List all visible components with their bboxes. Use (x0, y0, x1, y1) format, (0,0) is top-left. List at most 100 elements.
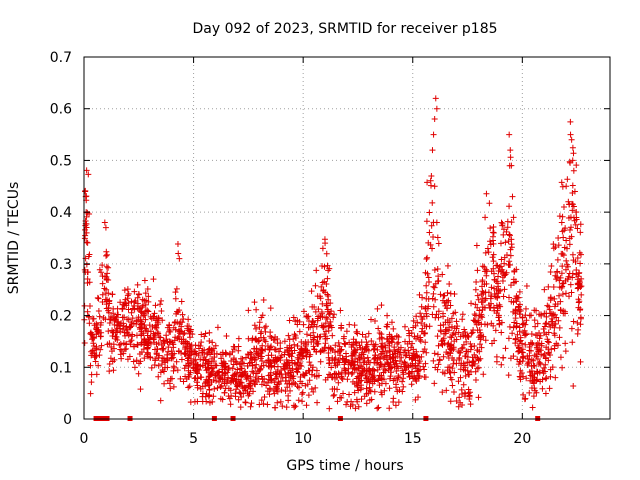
data-point (524, 360, 531, 367)
data-point (466, 393, 473, 400)
data-point (376, 382, 383, 389)
data-point (516, 288, 523, 295)
data-point (164, 351, 171, 358)
data-point (326, 311, 333, 318)
data-point (329, 332, 336, 339)
data-point (242, 384, 249, 391)
data-point (402, 352, 409, 359)
data-point (383, 335, 390, 342)
data-point (88, 371, 95, 378)
data-point (533, 351, 540, 358)
data-point (358, 396, 365, 403)
data-point (295, 365, 302, 372)
data-point (393, 381, 400, 388)
data-point (443, 387, 450, 394)
data-point (141, 335, 148, 342)
data-point (465, 371, 472, 378)
data-point (188, 348, 195, 355)
data-point (174, 241, 181, 248)
data-point (422, 339, 429, 346)
data-point (148, 364, 155, 371)
data-point (374, 359, 381, 366)
data-point (155, 373, 162, 380)
data-point (352, 339, 359, 346)
data-point (485, 249, 492, 256)
data-point (98, 269, 105, 276)
data-point (508, 162, 515, 169)
data-point (234, 382, 241, 389)
data-point (506, 203, 513, 210)
data-point (497, 303, 504, 310)
data-point (370, 366, 377, 373)
data-point (99, 273, 106, 280)
axis-ticks (83, 56, 610, 420)
data-point (457, 374, 464, 381)
data-point (331, 391, 338, 398)
data-point (399, 388, 406, 395)
data-point (264, 401, 271, 408)
data-point (558, 219, 565, 226)
data-point (163, 336, 170, 343)
data-point (577, 306, 584, 313)
data-point (202, 380, 209, 387)
data-point (577, 283, 584, 290)
data-point (568, 136, 575, 143)
data-point (385, 361, 392, 368)
data-point (111, 314, 118, 321)
data-point (577, 229, 584, 236)
data-point (155, 354, 162, 361)
data-point (574, 225, 581, 232)
data-point (477, 336, 484, 343)
data-point (417, 338, 424, 345)
data-point (577, 358, 584, 365)
data-point (286, 317, 293, 324)
data-point (317, 358, 324, 365)
data-point (500, 231, 507, 238)
data-point (94, 294, 101, 301)
data-point (354, 382, 361, 389)
data-point (446, 343, 453, 350)
data-point (109, 333, 116, 340)
data-point (526, 368, 533, 375)
data-point (150, 313, 157, 320)
data-point (545, 349, 552, 356)
data-point (82, 222, 89, 229)
data-point (131, 299, 138, 306)
data-point (217, 383, 224, 390)
data-point (182, 350, 189, 357)
data-point (507, 252, 514, 259)
data-point (212, 362, 219, 369)
data-point (435, 308, 442, 315)
data-point (125, 316, 132, 323)
data-point (258, 358, 265, 365)
data-point (319, 300, 326, 307)
data-point (267, 305, 274, 312)
data-point (519, 346, 526, 353)
data-point (429, 199, 436, 206)
data-point (274, 399, 281, 406)
data-point (569, 182, 576, 189)
data-point (238, 365, 245, 372)
data-point (430, 290, 437, 297)
data-point (472, 312, 479, 319)
data-point (83, 239, 90, 246)
data-point (569, 339, 576, 346)
data-point (460, 341, 467, 348)
data-point (487, 238, 494, 245)
data-point (449, 354, 456, 361)
data-point (422, 305, 429, 312)
data-point (557, 274, 564, 281)
data-point (105, 290, 112, 297)
data-point (238, 393, 245, 400)
data-point (172, 318, 179, 325)
data-point (423, 256, 430, 263)
data-point (153, 350, 160, 357)
data-point (430, 283, 437, 290)
data-point (129, 333, 136, 340)
x-tick-label: 5 (189, 431, 198, 447)
data-point (159, 357, 166, 364)
data-point (526, 352, 533, 359)
data-point (252, 374, 259, 381)
data-point (253, 348, 260, 355)
data-point (432, 280, 439, 287)
